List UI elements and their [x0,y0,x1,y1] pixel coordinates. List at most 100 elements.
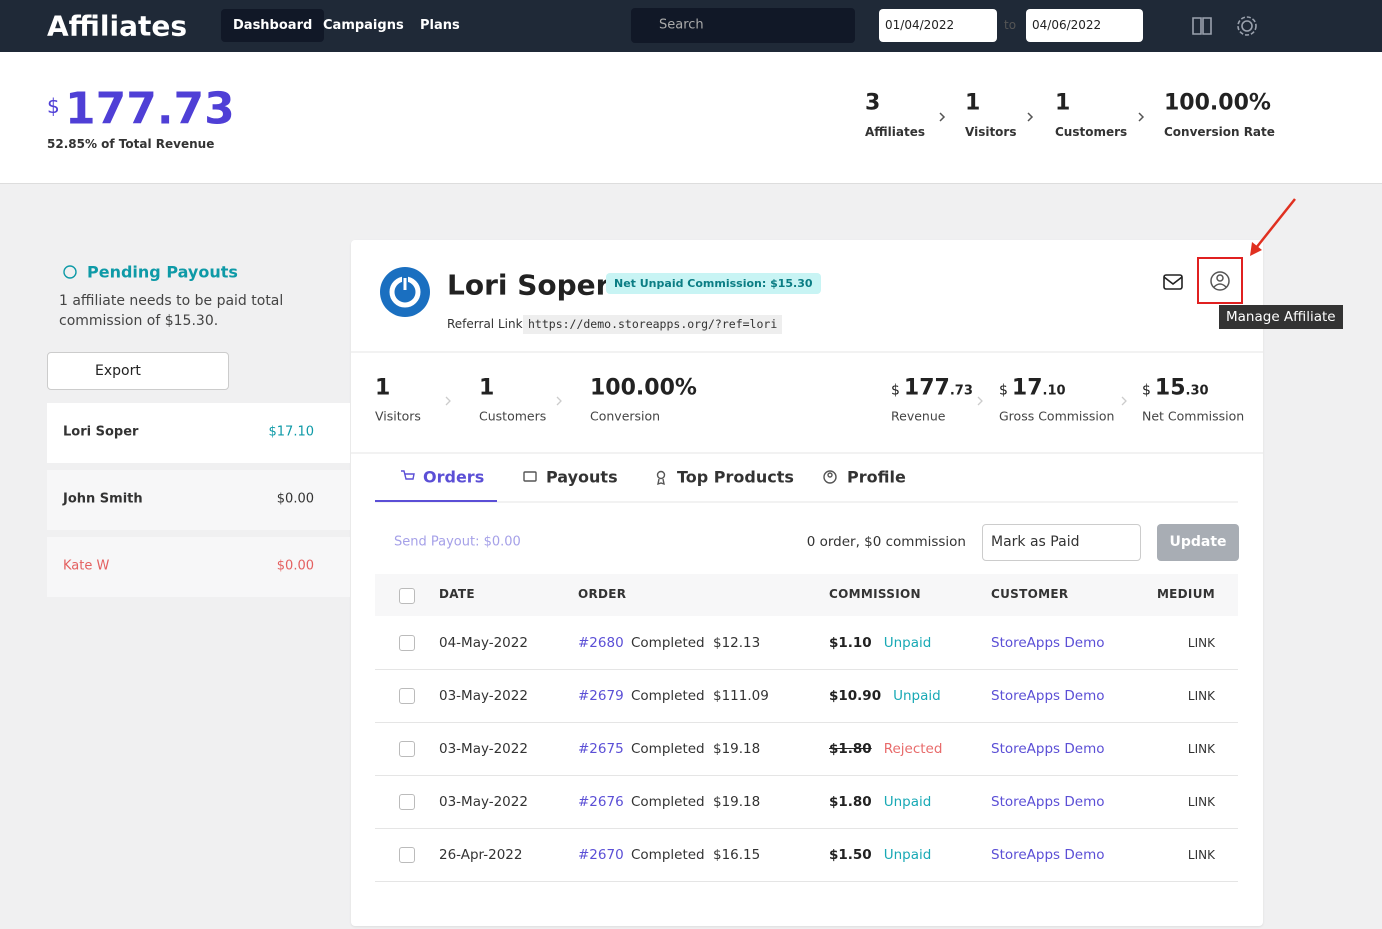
order-total: $16.15 [713,847,761,863]
action-label: Mark as Paid [991,534,1080,550]
checkbox[interactable] [399,588,415,604]
stat-value: 100.00% [590,375,697,401]
money-fraction: .73 [949,383,973,399]
order-link[interactable]: #2675 [578,741,624,757]
customer-link[interactable]: StoreApps Demo [991,741,1105,757]
order-status: Completed [631,794,705,810]
money-stat: $177.73 [891,376,973,401]
header-icons [1192,16,1257,36]
stat-value: 1 [1055,90,1071,116]
order-medium: LINK [1187,795,1215,809]
date-input[interactable] [1026,9,1143,42]
checkbox[interactable] [399,635,415,651]
row-divider [375,669,1238,670]
user-icon[interactable] [1210,271,1230,291]
affiliate-name-title: Lori Soper [447,268,610,302]
stat-label: Net Commission [1142,408,1245,424]
date-separator: to [1004,18,1017,32]
search-placeholder: Search [659,17,704,33]
money-whole: 177 [903,375,950,401]
export-button[interactable] [47,352,229,390]
table-header [375,574,1238,616]
order-status: Completed [631,688,705,704]
order-total: $19.18 [713,794,761,810]
column-header: MEDIUM [1156,587,1215,601]
row-divider [375,722,1238,723]
date-input[interactable] [879,9,997,42]
commission-status: Unpaid [883,847,932,863]
stat-value: 1 [375,375,391,401]
checkbox[interactable] [399,847,415,863]
commission-cell: $10.90 Unpaid [829,688,941,704]
commission-status: Unpaid [893,688,941,704]
tab[interactable]: Profile [847,467,906,487]
row-divider [375,775,1238,776]
arrow [1250,198,1296,256]
referral-url: https://demo.storeapps.org/?ref=lori [523,315,783,334]
money-currency: $ [1142,382,1151,399]
order-date: 03-May-2022 [439,688,528,704]
nav-item[interactable]: Plans [420,18,460,33]
tab[interactable]: Top Products [677,467,794,487]
order-total: $111.09 [713,688,769,704]
order-status: Completed [631,635,705,651]
commission-status: Unpaid [883,635,932,651]
stat-value: 1 [965,90,981,116]
commission: $1.80 [829,741,872,757]
order-medium: LINK [1187,689,1215,703]
customer-link[interactable]: StoreApps Demo [991,688,1105,704]
commission: $1.10 [829,635,872,651]
money-stat: $15.30 [1142,376,1209,401]
column-header: CUSTOMER [991,587,1069,601]
affiliate-amount: $0.00 [276,558,314,574]
order-medium: LINK [1187,848,1215,862]
tab[interactable]: Orders [423,467,485,487]
order-status: Completed [631,847,705,863]
order-link[interactable]: #2670 [578,847,624,863]
affiliate-row[interactable] [47,537,350,597]
action-select[interactable] [982,524,1141,561]
info-icon [63,265,77,279]
customer-link[interactable]: StoreApps Demo [991,635,1105,651]
order-link[interactable]: #2676 [578,794,624,810]
tooltip: Manage Affiliate [1219,305,1343,329]
affiliate-amount: $17.10 [268,424,315,440]
tab[interactable]: Payouts [546,467,618,487]
stat-value: 1 [479,375,495,401]
send-payout[interactable]: Send Payout: $0.00 [394,534,521,550]
order-total: $12.13 [713,635,761,651]
commission-badge: Net Unpaid Commission: $15.30 [606,273,821,294]
customer-link[interactable]: StoreApps Demo [991,794,1105,810]
affiliate-amount: $0.00 [276,491,314,507]
order-medium: LINK [1187,636,1215,650]
app-title: Affiliates [47,9,188,43]
order-link[interactable]: #2680 [578,635,624,651]
customer-link[interactable]: StoreApps Demo [991,847,1105,863]
affiliate-row[interactable] [47,403,350,463]
order-status: Completed [631,741,705,757]
order-total: $19.18 [713,741,761,757]
affiliate-name: John Smith [63,491,143,507]
affiliate-row[interactable] [47,470,350,530]
pending-title: Pending Payouts [87,262,238,282]
order-summary: 0 order, $0 commission [806,534,966,550]
nav-item[interactable]: Dashboard [221,9,325,42]
order-date: 03-May-2022 [439,741,528,757]
order-link[interactable]: #2679 [578,688,624,704]
stat-label: Customers [479,408,547,424]
checkbox[interactable] [399,794,415,810]
money-fraction: .30 [1185,383,1209,399]
money-whole: 15 [1154,375,1186,401]
update-button[interactable]: Update [1157,524,1239,561]
total-amount: 177.73 [65,83,235,135]
nav-item[interactable]: Campaigns [323,18,404,33]
checkbox[interactable] [399,688,415,704]
checkbox[interactable] [399,741,415,757]
commission: $1.80 [829,794,872,810]
search-box[interactable] [631,8,855,43]
stat-label: Visitors [375,408,421,424]
commission-cell: $1.10 Unpaid [829,635,931,651]
commission-cell: $1.80 Unpaid [829,794,931,810]
export-label: Export [95,363,141,379]
